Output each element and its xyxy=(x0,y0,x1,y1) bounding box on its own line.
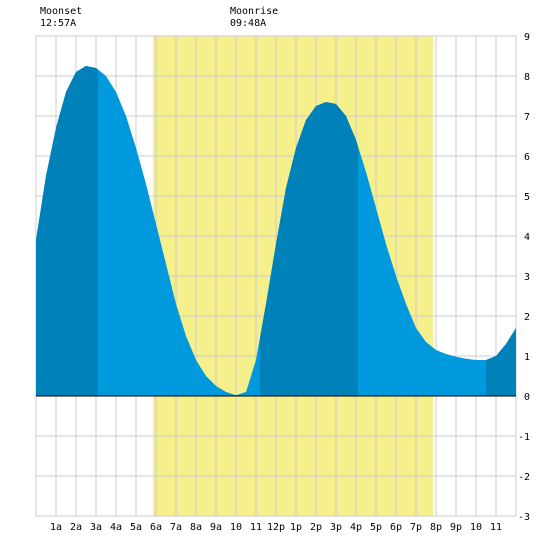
x-tick-label: 11 xyxy=(250,522,262,533)
x-tick-label: 2p xyxy=(310,522,322,533)
x-tick-label: 10 xyxy=(230,522,242,533)
y-tick-label: 0 xyxy=(524,392,530,403)
tide-dark-segment xyxy=(36,66,98,396)
y-tick-label: -3 xyxy=(518,512,530,523)
moonset-time: 12:57A xyxy=(40,18,77,29)
moonrise-label: Moonrise xyxy=(230,6,279,17)
x-tick-label: 10 xyxy=(470,522,482,533)
x-tick-label: 8a xyxy=(190,522,202,533)
y-tick-label: 6 xyxy=(524,152,530,163)
x-tick-label: 5a xyxy=(130,522,142,533)
moonset-label: Moonset xyxy=(40,6,83,17)
y-tick-label: 2 xyxy=(524,312,530,323)
y-tick-labels: -3 -2 -1 0 1 2 3 4 5 6 7 8 9 xyxy=(518,32,530,523)
y-tick-label: 1 xyxy=(524,352,530,363)
x-tick-label: 1a xyxy=(50,522,62,533)
y-tick-label: 3 xyxy=(524,272,530,283)
x-tick-label: 4a xyxy=(110,522,122,533)
moonrise-time: 09:48A xyxy=(230,18,267,29)
x-tick-labels: 1a 2a 3a 4a 5a 6a 7a 8a 9a 10 11 12p 1p 2p 3p 4p 5p 6p 7p 8… xyxy=(50,522,502,533)
x-tick-label: 5p xyxy=(370,522,382,533)
x-tick-label: 11 xyxy=(490,522,502,533)
x-tick-label: 9p xyxy=(450,522,462,533)
x-tick-label: 12p xyxy=(267,522,285,533)
x-tick-label: 4p xyxy=(350,522,362,533)
tide-dark-segment xyxy=(260,102,358,396)
tide-dark-shading xyxy=(36,66,516,396)
tide-area xyxy=(36,66,516,396)
y-tick-label: -1 xyxy=(518,432,530,443)
x-tick-label: 3a xyxy=(90,522,102,533)
y-tick-label: 7 xyxy=(524,112,530,123)
y-tick-label: 4 xyxy=(524,232,530,243)
x-tick-label: 2a xyxy=(70,522,82,533)
x-tick-label: 1p xyxy=(290,522,302,533)
x-tick-label: 3p xyxy=(330,522,342,533)
y-tick-label: -2 xyxy=(518,472,530,483)
y-tick-label: 5 xyxy=(524,192,530,203)
tide-dark-segment xyxy=(486,328,516,396)
x-tick-label: 7a xyxy=(170,522,182,533)
x-tick-label: 9a xyxy=(210,522,222,533)
y-tick-label: 9 xyxy=(524,32,530,43)
x-tick-label: 8p xyxy=(430,522,442,533)
x-tick-label: 6p xyxy=(390,522,402,533)
y-tick-label: 8 xyxy=(524,72,530,83)
x-tick-label: 6a xyxy=(150,522,162,533)
x-tick-label: 7p xyxy=(410,522,422,533)
